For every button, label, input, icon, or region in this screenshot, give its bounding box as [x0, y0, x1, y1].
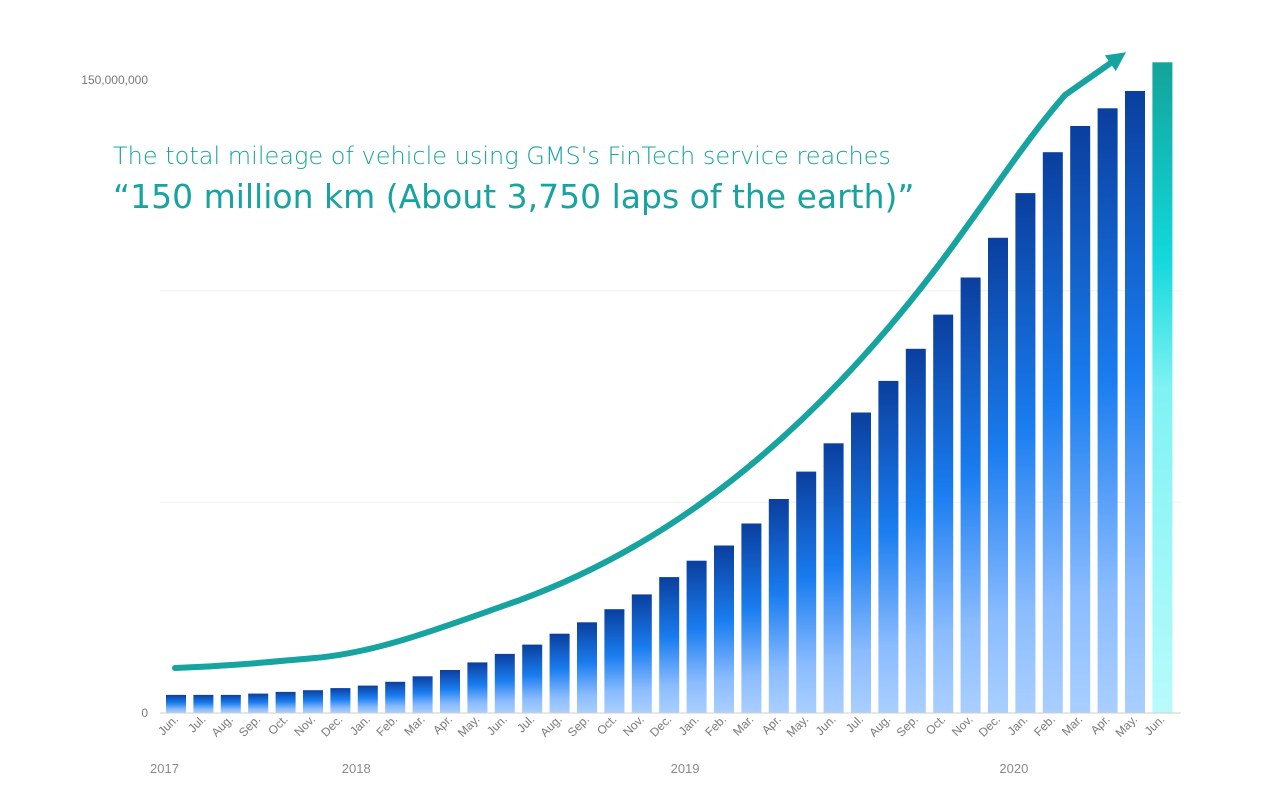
- bar-24: [823, 443, 844, 713]
- bar-27: [905, 348, 926, 713]
- bar-34: [1097, 108, 1118, 714]
- headline-line2: “150 million km (About 3,750 laps of the…: [113, 177, 915, 216]
- x-tick-label-7: Jan.: [347, 712, 373, 738]
- x-tick-label-26: Aug.: [866, 712, 893, 739]
- bar-31: [1015, 193, 1036, 714]
- bar-36: [1152, 62, 1173, 714]
- bar-30: [988, 237, 1008, 714]
- bar-18: [659, 577, 680, 713]
- bar-3: [248, 693, 269, 713]
- x-tick-label-3: Sep.: [236, 712, 263, 739]
- x-tick-label-27: Sep.: [894, 712, 921, 739]
- y-tick-label-max: 150,000,000: [81, 73, 148, 87]
- bar-4: [275, 691, 296, 713]
- x-tick-label-10: Apr.: [430, 712, 455, 737]
- x-tick-label-11: May.: [455, 712, 483, 740]
- x-tick-labels: Jun. Jul. Aug. Sep. Oct. Nov. Dec. Jan. Feb. Mar.…: [155, 712, 1167, 740]
- bar-19: [686, 560, 707, 713]
- x-tick-label-6: Dec.: [318, 712, 345, 739]
- x-tick-label-23: May.: [784, 712, 812, 740]
- bar-35: [1125, 91, 1145, 713]
- x-tick-label-22: Apr.: [759, 712, 784, 737]
- bar-33: [1070, 126, 1091, 713]
- bar-9: [412, 676, 433, 713]
- year-label-2017: 2017: [150, 761, 179, 776]
- bar-8: [385, 681, 406, 713]
- x-tick-label-21: Mar.: [730, 712, 756, 738]
- x-tick-label-28: Oct.: [923, 712, 948, 737]
- x-tick-label-13: Jul.: [514, 712, 537, 735]
- bar-26: [878, 380, 899, 713]
- year-label-2018: 2018: [342, 761, 371, 776]
- x-tick-label-25: Jul.: [843, 712, 866, 735]
- x-tick-label-14: Aug.: [537, 712, 564, 739]
- bar-11: [467, 662, 488, 713]
- x-tick-label-35: May.: [1112, 712, 1140, 740]
- bar-7: [357, 685, 378, 713]
- x-tick-label-31: Jan.: [1005, 712, 1031, 738]
- bar-21: [741, 523, 762, 713]
- bar-0: [166, 694, 186, 713]
- x-tick-label-32: Feb.: [1031, 712, 1058, 739]
- x-tick-label-18: Dec.: [647, 712, 674, 739]
- x-tick-label-0: Jun.: [155, 712, 181, 738]
- x-tick-label-16: Oct.: [594, 712, 619, 737]
- x-tick-label-12: Jun.: [484, 712, 510, 738]
- bar-22: [768, 499, 789, 713]
- bar-12: [494, 653, 515, 713]
- x-tick-label-24: Jun.: [813, 712, 839, 738]
- x-tick-label-9: Mar.: [401, 712, 427, 738]
- year-label-2020: 2020: [999, 761, 1028, 776]
- growth-trend-arrow: [172, 52, 1127, 671]
- bar-17: [631, 594, 652, 713]
- x-tick-label-33: Mar.: [1059, 712, 1085, 738]
- bar-14: [549, 633, 570, 713]
- bar-5: [303, 690, 323, 713]
- x-tick-label-4: Oct.: [265, 712, 290, 737]
- headline-line1: The total mileage of vehicle using GMS's…: [113, 142, 891, 170]
- bar-15: [577, 622, 597, 713]
- x-tick-label-15: Sep.: [565, 712, 592, 739]
- bar-28: [933, 314, 954, 713]
- bar-23: [796, 471, 817, 713]
- bar-6: [330, 688, 351, 713]
- year-label-2019: 2019: [671, 761, 700, 776]
- bar-2: [220, 694, 241, 713]
- x-tick-label-29: Nov.: [949, 712, 976, 739]
- bar-16: [604, 609, 625, 713]
- x-tick-label-17: Nov.: [620, 712, 647, 739]
- x-tick-label-2: Aug.: [209, 712, 236, 739]
- x-tick-label-8: Feb.: [373, 712, 400, 739]
- year-labels: 2017 2018 2019 2020: [150, 761, 1028, 776]
- bar-20: [714, 545, 734, 713]
- x-tick-label-20: Feb.: [702, 712, 729, 739]
- x-tick-label-36: Jun.: [1142, 712, 1168, 738]
- gridlines: [160, 290, 1181, 503]
- bar-1: [193, 694, 214, 713]
- bar-13: [522, 644, 543, 713]
- bar-29: [960, 277, 981, 713]
- bar-32: [1042, 152, 1063, 713]
- x-tick-label-1: Jul.: [185, 712, 208, 735]
- bar-25: [851, 412, 871, 713]
- x-tick-label-30: Dec.: [976, 712, 1003, 739]
- x-tick-label-19: Jan.: [676, 712, 702, 738]
- bar-10: [440, 670, 460, 713]
- bars: [166, 62, 1173, 714]
- x-tick-label-34: Apr.: [1088, 712, 1113, 737]
- x-tick-label-5: Nov.: [291, 712, 318, 739]
- y-tick-label-zero: 0: [141, 706, 148, 720]
